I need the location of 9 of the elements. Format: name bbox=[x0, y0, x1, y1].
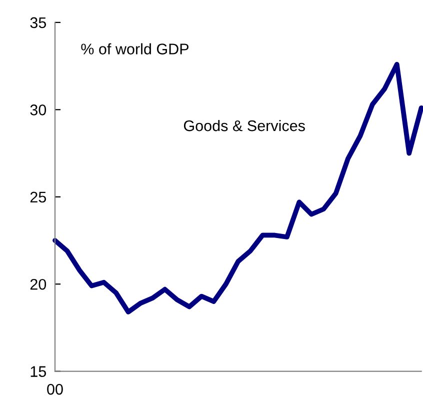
y-tick-label: 25 bbox=[30, 192, 46, 203]
annotation: % of world GDP bbox=[81, 43, 188, 54]
y-tick-label: 15 bbox=[30, 366, 46, 377]
line-series bbox=[52, 62, 423, 314]
y-tick-label: 30 bbox=[30, 104, 46, 116]
y-tick-label: 20 bbox=[30, 278, 46, 290]
annotation: Goods & Services bbox=[184, 120, 305, 132]
text: 00 bbox=[47, 384, 63, 395]
y-tick-label: 35 bbox=[30, 17, 46, 28]
